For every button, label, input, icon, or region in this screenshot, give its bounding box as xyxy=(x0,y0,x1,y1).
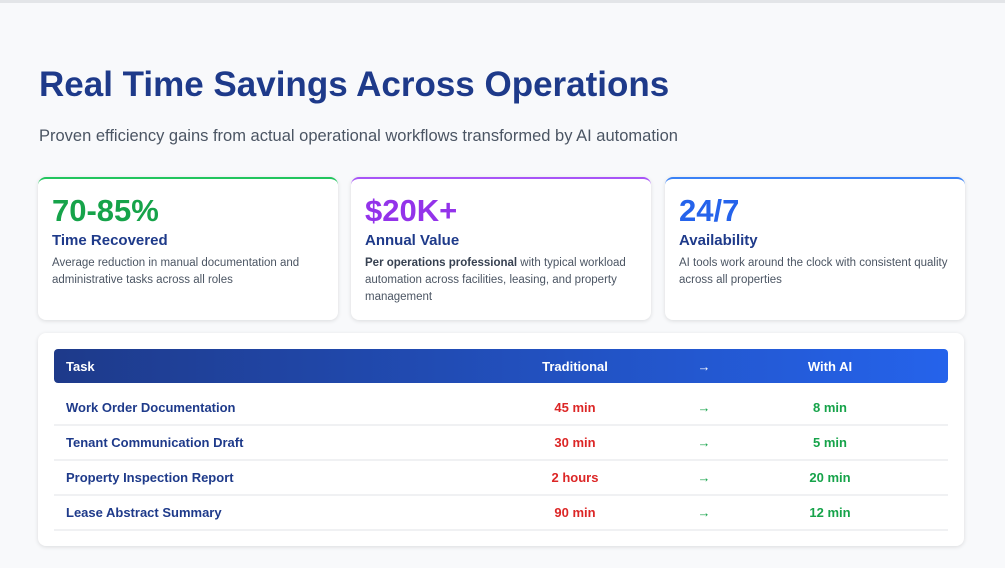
stat-value: $20K+ xyxy=(365,193,458,228)
table-row: Lease Abstract Summary 90 min → 12 min xyxy=(54,496,948,531)
arrow-icon: → xyxy=(697,505,711,520)
stat-label: Time Recovered xyxy=(52,232,168,249)
header-traditional: Traditional xyxy=(542,358,608,374)
header-task: Task xyxy=(66,358,95,374)
ai-time: 5 min xyxy=(813,435,847,450)
traditional-time: 2 hours xyxy=(551,470,599,485)
ai-time: 20 min xyxy=(809,470,851,485)
task-name: Work Order Documentation xyxy=(66,400,236,415)
arrow-icon: → xyxy=(697,358,711,374)
table-row: Tenant Communication Draft 30 min → 5 min xyxy=(54,426,948,461)
stat-description: Per operations professional with typical… xyxy=(365,257,626,303)
ai-time: 12 min xyxy=(809,505,851,520)
stat-value: 70-85% xyxy=(52,193,159,228)
traditional-time: 45 min xyxy=(554,400,596,415)
table-header: Task Traditional → With AI xyxy=(54,349,948,383)
stat-value: 24/7 xyxy=(679,193,740,228)
table-row: Work Order Documentation 45 min → 8 min xyxy=(54,391,948,426)
task-name: Property Inspection Report xyxy=(66,470,234,485)
stat-card-value: $20K+ Annual Value Per operations profes… xyxy=(351,177,651,320)
ai-time: 8 min xyxy=(813,400,847,415)
stat-card-time: 70-85% Time Recovered Average reduction … xyxy=(38,177,338,320)
traditional-time: 30 min xyxy=(554,435,596,450)
stat-description: Average reduction in manual documentatio… xyxy=(52,257,300,286)
stat-label: Annual Value xyxy=(365,232,460,249)
arrow-icon: → xyxy=(697,400,711,415)
comparison-table: Task Traditional → With AI Work Order Do… xyxy=(38,333,964,546)
header-with-ai: With AI xyxy=(807,358,853,374)
arrow-icon: → xyxy=(697,470,711,485)
table-row: Property Inspection Report 2 hours → 20 min xyxy=(54,461,948,496)
stat-label: Availability xyxy=(679,232,758,249)
page-subtitle: Proven efficiency gains from actual oper… xyxy=(39,127,678,145)
traditional-time: 90 min xyxy=(554,505,596,520)
task-name: Tenant Communication Draft xyxy=(66,435,244,450)
stat-description: AI tools work around the clock with cons… xyxy=(679,257,948,286)
page-title: Real Time Savings Across Operations xyxy=(39,65,670,104)
arrow-icon: → xyxy=(697,435,711,450)
stat-card-availability: 24/7 Availability AI tools work around t… xyxy=(665,177,965,320)
task-name: Lease Abstract Summary xyxy=(66,505,222,520)
